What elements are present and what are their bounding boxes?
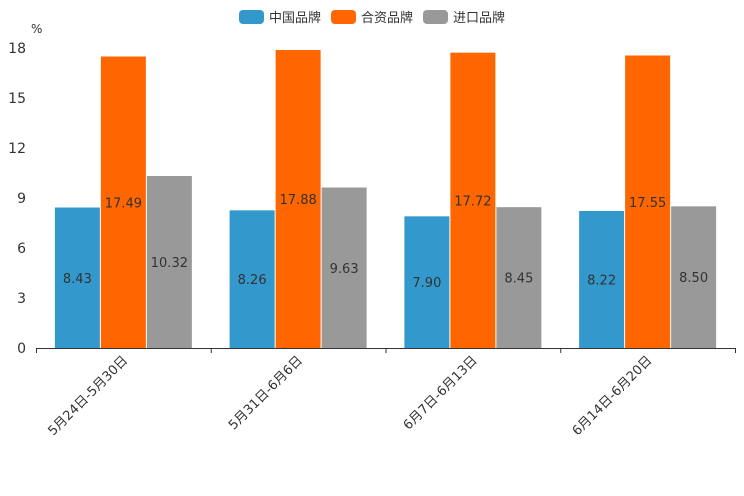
bar[interactable]: [450, 52, 496, 349]
chart-legend: 中国品牌 合资品牌 进口品牌: [0, 7, 744, 26]
bar[interactable]: [146, 176, 192, 348]
legend-label-china-brand: 中国品牌: [268, 11, 321, 26]
legend-item-joint-venture-brand[interactable]: 合资品牌: [330, 7, 413, 26]
bar[interactable]: [229, 210, 275, 348]
legend-swatch-joint-venture-brand: [330, 9, 356, 24]
bar-value-label: 8.26: [238, 273, 267, 288]
bar-value-label: 9.63: [330, 262, 359, 277]
y-tick-label: 18: [8, 41, 26, 57]
y-tick-label: 3: [17, 291, 26, 307]
bar-value-label: 17.55: [629, 196, 666, 211]
bar[interactable]: [671, 206, 717, 348]
y-tick-label: 0: [17, 341, 26, 357]
legend-label-imported-brand: 进口品牌: [453, 11, 506, 26]
bar-value-label: 8.50: [679, 271, 708, 286]
legend-swatch-china-brand: [238, 9, 264, 24]
legend-label-joint-venture-brand: 合资品牌: [360, 11, 413, 26]
legend-item-china-brand[interactable]: 中国品牌: [238, 7, 321, 26]
bar-value-label: 8.45: [504, 272, 533, 287]
bar[interactable]: [496, 207, 542, 348]
bar[interactable]: [275, 50, 321, 348]
bar[interactable]: [100, 56, 146, 349]
bar-value-label: 10.32: [151, 256, 188, 271]
x-category-label: 6月14日-6月20日: [570, 353, 656, 439]
y-axis-unit-label: %: [31, 22, 42, 36]
bar-value-label: 17.72: [454, 194, 491, 209]
x-category-label: 6月7日-6月13日: [401, 353, 481, 433]
y-tick-label: 12: [8, 141, 26, 157]
y-tick-label: 15: [8, 91, 26, 107]
x-category-label: 5月31日-6月6日: [226, 353, 306, 433]
y-tick-label: 6: [17, 241, 26, 257]
legend-swatch-imported-brand: [423, 9, 448, 24]
bar-value-label: 8.22: [587, 274, 616, 289]
bar-value-label: 17.88: [280, 193, 317, 208]
bar-value-label: 7.90: [412, 276, 441, 291]
bar[interactable]: [625, 55, 671, 349]
bar[interactable]: [321, 187, 367, 349]
bar[interactable]: [404, 216, 450, 348]
bar-value-label: 17.49: [105, 196, 142, 211]
legend-item-imported-brand[interactable]: 进口品牌: [423, 7, 505, 26]
bar-value-label: 8.43: [63, 272, 92, 287]
bar[interactable]: [579, 211, 625, 348]
bar[interactable]: [54, 207, 100, 349]
y-tick-label: 9: [17, 191, 26, 207]
x-category-label: 5月24日-5月30日: [45, 353, 131, 439]
